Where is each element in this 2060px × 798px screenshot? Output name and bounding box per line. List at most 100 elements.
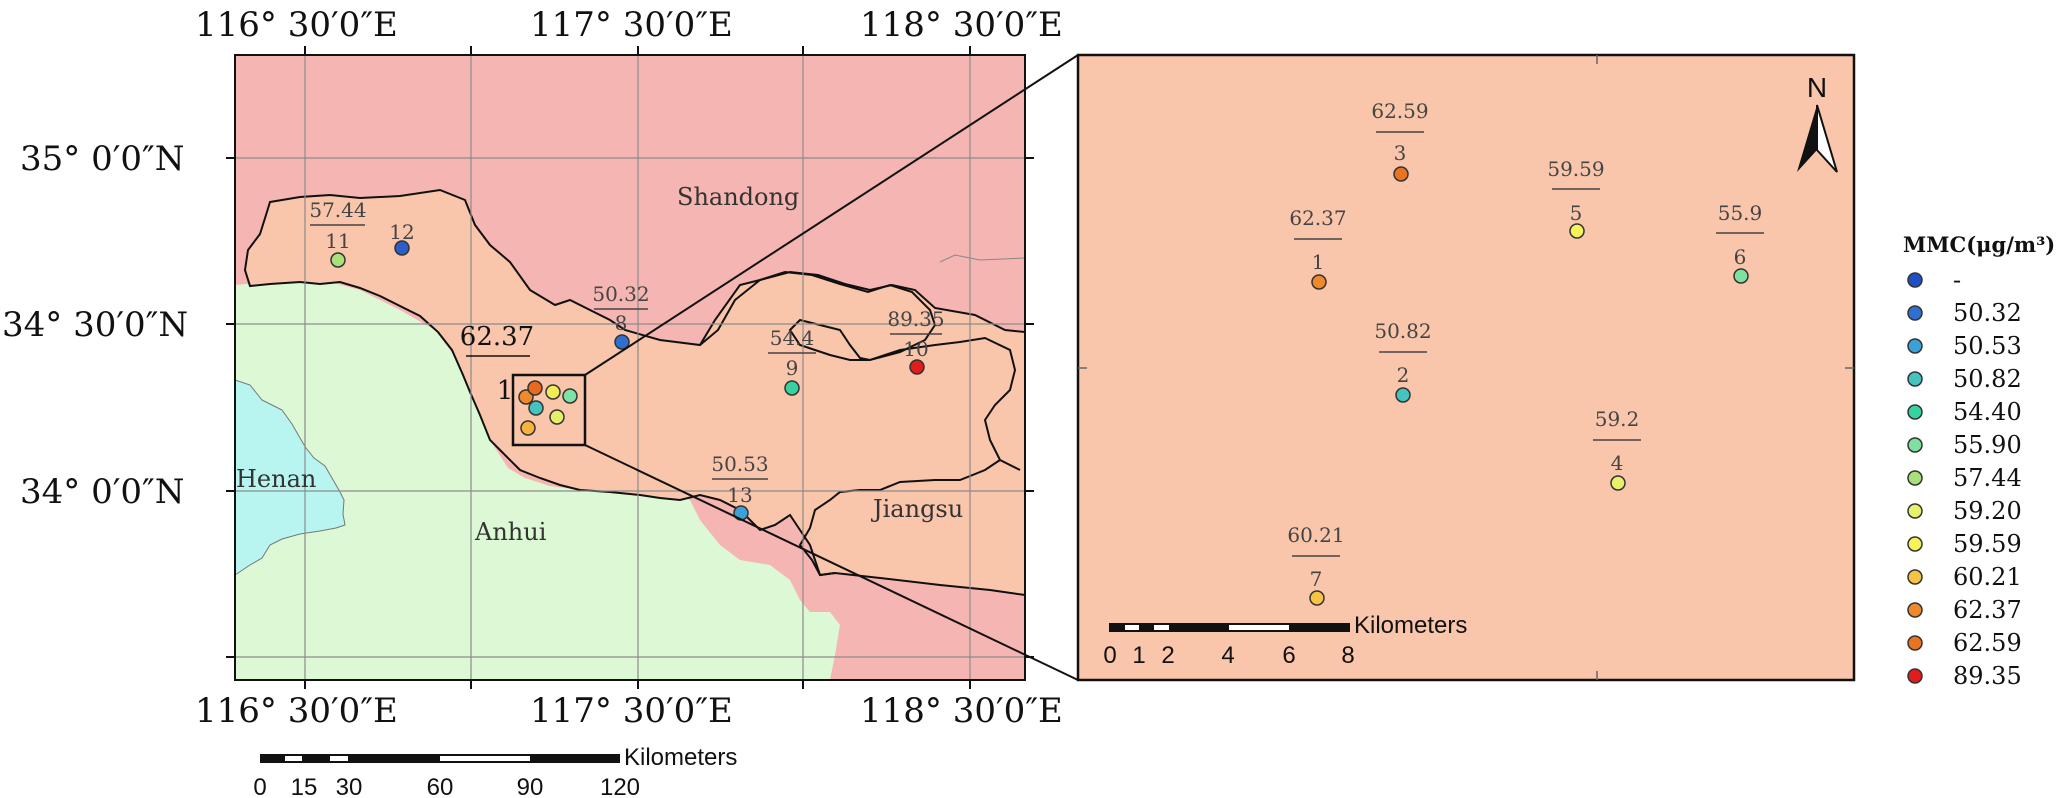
legend-label: 50.32 [1953, 299, 2022, 327]
inset-id-4: 4 [1611, 451, 1624, 475]
site-id-12: 12 [389, 220, 414, 244]
site-value-10: 89.35 [887, 307, 944, 331]
north-arrow-label: N [1807, 72, 1827, 103]
legend-swatch [1907, 470, 1923, 486]
inset-marker-5 [1569, 223, 1585, 239]
inset-scale-tick-2: 2 [1161, 642, 1174, 669]
legend-label: 50.53 [1953, 332, 2022, 360]
site-id-11: 11 [325, 229, 350, 253]
henan-region [234, 379, 346, 576]
legend-label: 54.40 [1953, 398, 2022, 426]
inset-id-5: 5 [1570, 201, 1583, 225]
cluster-marker-1 [518, 389, 534, 405]
lat-label-3: 34° 0′0″N [20, 472, 185, 512]
inset-scalebar: Kilometers 0 1 2 4 6 8 [1103, 612, 1467, 669]
jiangsu-inner-border [798, 459, 1001, 577]
legend-label: 60.21 [1953, 563, 2022, 591]
site-marker-8 [614, 334, 630, 350]
inset-value-3: 62.59 [1371, 99, 1428, 123]
inset-scale-tick-6: 6 [1282, 642, 1295, 669]
legend-swatch [1907, 305, 1923, 321]
inset-id-3: 3 [1394, 141, 1407, 165]
legend-swatch [1907, 404, 1923, 420]
site-id-8: 8 [615, 311, 628, 335]
legend-label: 57.44 [1953, 464, 2022, 492]
cluster-marker-2 [528, 400, 544, 416]
legend-swatch [1907, 338, 1923, 354]
legend-label: 55.90 [1953, 431, 2022, 459]
legend-label: 89.35 [1953, 662, 2022, 690]
site-marker-9 [784, 380, 800, 396]
inset-marker-6 [1733, 268, 1749, 284]
site-value-9: 54.4 [770, 326, 815, 350]
site-cluster [518, 380, 578, 436]
inset-value-1: 62.37 [1289, 206, 1346, 230]
inset-frame [1076, 53, 1856, 682]
site-id-9: 9 [786, 356, 799, 380]
legend-swatch [1907, 272, 1923, 288]
inset-marker-4 [1610, 475, 1626, 491]
overview-scale-tick-30: 30 [336, 774, 363, 798]
region-label-jiangsu: Jiangsu [870, 495, 963, 523]
site-value-11: 57.44 [309, 198, 366, 222]
legend-title: MMC(μg/m³) [1903, 232, 2055, 257]
jiangsu-outline [699, 270, 1021, 471]
legend-items: - 50.32 50.53 50.82 54.40 55.90 57.44 59.20 59.5… [1907, 266, 2022, 690]
site-marker-11 [330, 252, 346, 268]
study-area-region [243, 188, 1026, 597]
lat-label-2: 34° 30′0″N [2, 305, 188, 345]
inset-marker-1 [1311, 274, 1327, 290]
site-id-1: 1 [497, 376, 514, 406]
lon-label-bottom-1: 116° 30′0″E [195, 691, 398, 731]
inset-value-5: 59.59 [1547, 157, 1604, 181]
inset-scale-tick-1: 1 [1132, 642, 1145, 669]
tick-marks [226, 46, 1034, 689]
inset-connectors [584, 54, 1079, 681]
inset-marker-3 [1393, 166, 1409, 182]
legend-label: - [1953, 266, 1961, 294]
legend-swatch [1907, 503, 1923, 519]
inset-extent-box [511, 373, 587, 447]
legend-swatch [1907, 602, 1923, 618]
lon-label-top-2: 117° 30′0″E [530, 5, 733, 45]
inset-scalebar-unit: Kilometers [1354, 612, 1467, 639]
legend-swatch [1907, 437, 1923, 453]
overview-scale-tick-60: 60 [427, 774, 454, 798]
legend-label: 62.59 [1953, 629, 2022, 657]
overview-scalebar: Kilometers 0 15 30 60 90 120 [253, 744, 737, 798]
cluster-marker-7 [520, 420, 536, 436]
overview-scale-tick-15: 15 [291, 774, 318, 798]
inset-id-1: 1 [1312, 250, 1325, 274]
site-id-13: 13 [727, 483, 752, 507]
overview-scalebar-unit: Kilometers [624, 744, 737, 771]
inset-scale-tick-4: 4 [1221, 642, 1234, 669]
lon-label-top-1: 116° 30′0″E [195, 5, 398, 45]
inset-scale-tick-0: 0 [1103, 642, 1116, 669]
site-marker-12 [394, 240, 410, 256]
inset-value-6: 55.9 [1718, 201, 1763, 225]
overview-scale-tick-120: 120 [600, 774, 640, 798]
legend: MMC(μg/m³) - 50.32 50.53 50.82 54.40 55.90 57.… [1903, 232, 2055, 690]
site-value-8: 50.32 [592, 282, 649, 306]
inset-value-7: 60.21 [1287, 523, 1344, 547]
north-arrow: N [1797, 72, 1838, 173]
overview-scale-tick-0: 0 [253, 774, 266, 798]
legend-swatch [1907, 536, 1923, 552]
inset-id-6: 6 [1734, 245, 1747, 269]
cluster-marker-4 [549, 409, 565, 425]
anhui-region [235, 278, 840, 680]
legend-swatch [1907, 668, 1923, 684]
legend-swatch [1907, 569, 1923, 585]
inset-id-7: 7 [1310, 567, 1323, 591]
cluster-marker-6 [562, 388, 578, 404]
legend-label: 59.20 [1953, 497, 2022, 525]
inset-id-2: 2 [1397, 363, 1410, 387]
lon-label-top-3: 118° 30′0″E [860, 5, 1063, 45]
legend-label: 62.37 [1953, 596, 2022, 624]
inset-ticks [1078, 55, 1854, 680]
legend-swatch [1907, 635, 1923, 651]
legend-label: 50.82 [1953, 365, 2022, 393]
inset-value-4: 59.2 [1595, 407, 1640, 431]
site-marker-10 [909, 359, 925, 375]
